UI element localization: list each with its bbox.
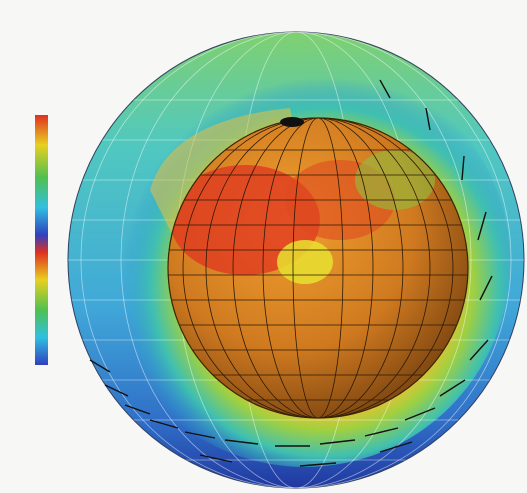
colorbar — [35, 115, 48, 365]
figure — [0, 0, 527, 493]
